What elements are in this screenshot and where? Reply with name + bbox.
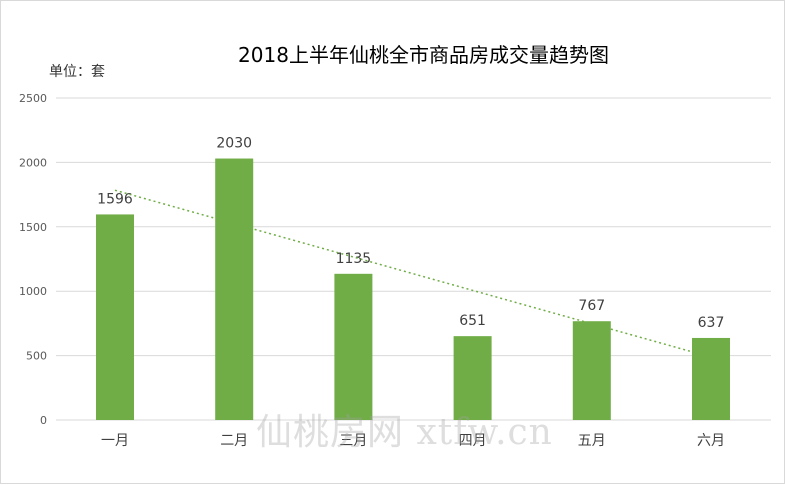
data-label: 2030 <box>216 136 252 152</box>
x-tick-label: 五月 <box>578 433 606 449</box>
y-tick-label: 500 <box>26 350 47 363</box>
bar <box>215 158 254 420</box>
data-label: 651 <box>459 313 486 329</box>
x-tick-label: 一月 <box>101 433 129 449</box>
chart-title: 2018上半年仙桃全市商品房成交量趋势图 <box>238 43 609 67</box>
y-tick-label: 0 <box>40 414 47 427</box>
y-tick-label: 1500 <box>19 221 47 234</box>
unit-label: 单位：套 <box>49 64 105 80</box>
y-tick-label: 1000 <box>19 285 47 298</box>
trendline <box>114 189 712 358</box>
data-label: 767 <box>578 298 605 314</box>
bar <box>334 273 373 420</box>
data-label: 637 <box>698 315 725 331</box>
bar <box>96 214 134 420</box>
data-label: 1596 <box>97 191 133 207</box>
data-label: 1135 <box>336 251 372 267</box>
x-tick-label: 六月 <box>697 433 725 449</box>
bar <box>692 337 730 420</box>
x-tick-label: 三月 <box>339 433 367 449</box>
y-tick-label: 2000 <box>19 156 47 169</box>
watermark: 仙桃房网 xtfw.cn <box>256 412 553 453</box>
bar <box>453 336 492 420</box>
y-tick-label: 2500 <box>19 92 47 105</box>
x-tick-label: 二月 <box>220 433 248 449</box>
bar <box>572 321 611 420</box>
x-tick-label: 四月 <box>459 433 487 449</box>
